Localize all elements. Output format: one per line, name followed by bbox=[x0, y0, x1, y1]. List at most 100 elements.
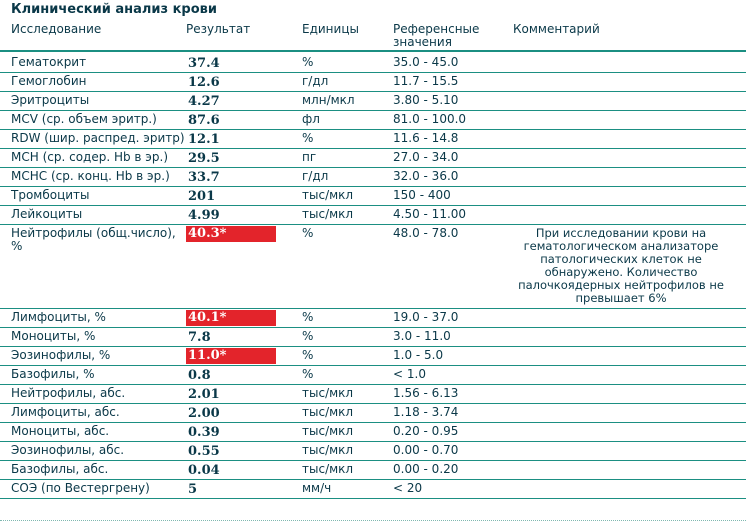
result-value: 12.6 bbox=[188, 75, 220, 90]
table-row: MCHC (ср. конц. Hb в эр.) 33.7 г/дл 32.0 - … bbox=[0, 168, 746, 187]
test-name: Моноциты, абс. bbox=[11, 424, 110, 438]
unit: % bbox=[302, 367, 314, 381]
reference-range: 32.0 - 36.0 bbox=[393, 169, 459, 183]
result-value: 87.6 bbox=[188, 113, 220, 128]
table-row: Моноциты, % 7.8% 3.0 - 11.0 bbox=[0, 328, 746, 347]
unit: тыс/мкл bbox=[302, 424, 354, 438]
unit: % bbox=[302, 348, 314, 362]
test-name: Тромбоциты bbox=[11, 188, 90, 202]
result-value-flagged: 11.0* bbox=[186, 348, 276, 364]
test-name: Нейтрофилы, абс. bbox=[11, 386, 126, 400]
test-name: Гематокрит bbox=[11, 55, 87, 69]
test-name: Базофилы, % bbox=[11, 367, 95, 381]
unit: % bbox=[302, 131, 314, 145]
test-name: Базофилы, абс. bbox=[11, 462, 109, 476]
table-header: Исследование Результат Единицы Референсн… bbox=[0, 20, 746, 52]
reference-range: 27.0 - 34.0 bbox=[393, 150, 459, 164]
header-comment: Комментарий bbox=[513, 22, 600, 36]
table-row: Тромбоциты 201 тыс/мкл 150 - 400 bbox=[0, 187, 746, 206]
table-row: Гемоглобин 12.6 г/дл 11.7 - 15.5 bbox=[0, 73, 746, 92]
result-value: 0.8 bbox=[188, 368, 211, 383]
test-name: Эозинофилы, абс. bbox=[11, 443, 125, 457]
unit: мм/ч bbox=[302, 481, 332, 495]
header-result: Результат bbox=[186, 22, 251, 36]
unit: % bbox=[302, 55, 314, 69]
table-row: Эозинофилы, % 11.0*% 1.0 - 5.0 bbox=[0, 347, 746, 366]
test-name: MCV (ср. объем эритр.) bbox=[11, 112, 157, 126]
result-value: 2.00 bbox=[188, 406, 220, 421]
result-value: 0.39 bbox=[188, 425, 220, 440]
reference-range: 35.0 - 45.0 bbox=[393, 55, 459, 69]
table-row: Лимфоциты, абс. 2.00 тыс/мкл 1.18 - 3.74 bbox=[0, 404, 746, 423]
reference-range: 0.00 - 0.20 bbox=[393, 462, 459, 476]
footer-divider bbox=[0, 520, 746, 527]
result-value: 2.01 bbox=[188, 387, 220, 402]
unit: тыс/мкл bbox=[302, 462, 354, 476]
reference-range: 19.0 - 37.0 bbox=[393, 310, 459, 324]
table-row: Базофилы, абс. 0.04 тыс/мкл 0.00 - 0.20 bbox=[0, 461, 746, 480]
test-name: Лимфоциты, абс. bbox=[11, 405, 120, 419]
unit: тыс/мкл bbox=[302, 405, 354, 419]
unit: г/дл bbox=[302, 169, 329, 183]
table-row: Нейтрофилы (общ.число), % 40.3*% 48.0 - 78… bbox=[0, 225, 746, 309]
result-value: 7.8 bbox=[188, 330, 211, 345]
result-value: 37.4 bbox=[188, 56, 220, 71]
result-value-flagged: 40.1* bbox=[186, 310, 276, 326]
unit: фл bbox=[302, 112, 320, 126]
table-row: Базофилы, % 0.8% < 1.0 bbox=[0, 366, 746, 385]
table-row: MCV (ср. объем эритр.) 87.6 фл 81.0 - 100.0 bbox=[0, 111, 746, 130]
unit: тыс/мкл bbox=[302, 207, 354, 221]
reference-range: 1.18 - 3.74 bbox=[393, 405, 459, 419]
result-value: 201 bbox=[188, 189, 216, 204]
result-value: 29.5 bbox=[188, 151, 220, 166]
result-value-flagged: 40.3* bbox=[186, 226, 276, 242]
table-row: RDW (шир. распред. эритр) 12.1% 11.6 - 14.… bbox=[0, 130, 746, 149]
table-row: Лейкоциты 4.99 тыс/мкл 4.50 - 11.00 bbox=[0, 206, 746, 225]
table-row: Нейтрофилы, абс. 2.01 тыс/мкл 1.56 - 6.13 bbox=[0, 385, 746, 404]
test-name: Моноциты, % bbox=[11, 329, 96, 343]
reference-range: 3.80 - 5.10 bbox=[393, 93, 459, 107]
unit: млн/мкл bbox=[302, 93, 355, 107]
reference-range: 11.6 - 14.8 bbox=[393, 131, 459, 145]
unit: % bbox=[302, 329, 314, 343]
unit: тыс/мкл bbox=[302, 386, 354, 400]
test-name: Гемоглобин bbox=[11, 74, 87, 88]
comment-text: При исследовании крови на гематологическ… bbox=[518, 226, 724, 305]
unit: г/дл bbox=[302, 74, 329, 88]
result-value: 5 bbox=[188, 482, 198, 497]
test-name: Нейтрофилы (общ.число), % bbox=[11, 226, 176, 253]
unit: тыс/мкл bbox=[302, 188, 354, 202]
test-name: Лейкоциты bbox=[11, 207, 83, 221]
reference-range: < 1.0 bbox=[393, 367, 426, 381]
reference-range: 81.0 - 100.0 bbox=[393, 112, 467, 126]
table-row: Эритроциты 4.27 млн/мкл 3.80 - 5.10 bbox=[0, 92, 746, 111]
test-name: Эритроциты bbox=[11, 93, 90, 107]
reference-range: 1.0 - 5.0 bbox=[393, 348, 444, 362]
table-row: MCH (ср. содер. Hb в эр.) 29.5 пг 27.0 - 34… bbox=[0, 149, 746, 168]
unit: тыс/мкл bbox=[302, 443, 354, 457]
reference-range: 0.20 - 0.95 bbox=[393, 424, 459, 438]
test-name: Эозинофилы, % bbox=[11, 348, 111, 362]
header-test: Исследование bbox=[11, 22, 102, 36]
reference-range: 0.00 - 0.70 bbox=[393, 443, 459, 457]
table-row: Моноциты, абс. 0.39 тыс/мкл 0.20 - 0.95 bbox=[0, 423, 746, 442]
reference-range: 150 - 400 bbox=[393, 188, 451, 202]
reference-range: 11.7 - 15.5 bbox=[393, 74, 459, 88]
result-value: 4.27 bbox=[188, 94, 220, 109]
result-value: 0.55 bbox=[188, 444, 220, 459]
reference-range: 48.0 - 78.0 bbox=[393, 226, 459, 240]
table-row: Гематокрит 37.4% 35.0 - 45.0 bbox=[0, 54, 746, 73]
table-row: СОЭ (по Вестергрену) 5 мм/ч < 20 bbox=[0, 480, 746, 499]
result-value: 33.7 bbox=[188, 170, 220, 185]
results-table: Гематокрит 37.4% 35.0 - 45.0 Гемоглобин 12.6… bbox=[0, 54, 746, 499]
test-name: RDW (шир. распред. эритр) bbox=[11, 131, 185, 145]
table-row: Эозинофилы, абс. 0.55 тыс/мкл 0.00 - 0.70 bbox=[0, 442, 746, 461]
result-value: 0.04 bbox=[188, 463, 220, 478]
unit: пг bbox=[302, 150, 317, 164]
unit: % bbox=[302, 226, 314, 240]
reference-range: < 20 bbox=[393, 481, 423, 495]
page-title: Клинический анализ крови bbox=[11, 2, 217, 17]
unit: % bbox=[302, 310, 314, 324]
reference-range: 1.56 - 6.13 bbox=[393, 386, 459, 400]
test-name: Лимфоциты, % bbox=[11, 310, 106, 324]
